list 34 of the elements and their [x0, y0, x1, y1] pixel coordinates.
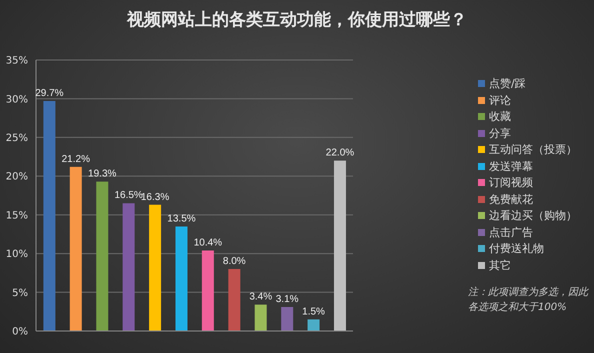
data-label: 16.3%	[140, 192, 170, 203]
y-tick-label: 25%	[6, 132, 28, 144]
y-tick-label: 30%	[6, 94, 28, 106]
legend-label: 评论	[489, 94, 511, 106]
data-label: 8.0%	[222, 256, 246, 268]
legend-label: 收藏	[489, 110, 511, 123]
data-label: 3.4%	[249, 292, 272, 303]
legend-label: 分享	[489, 126, 511, 140]
data-label: 19.3%	[88, 168, 117, 180]
data-label: 10.4%	[194, 237, 222, 248]
data-label: 3.1%	[276, 294, 299, 305]
legend-label: 发送弹幕	[489, 160, 533, 172]
legend-label: 免费献花	[489, 192, 533, 206]
legend-label: 订阅视频	[489, 176, 533, 189]
y-tick-label: 35%	[6, 56, 28, 67]
legend-label: 其它	[489, 258, 511, 272]
legend-label: 点击广告	[489, 226, 533, 238]
data-label: 21.2%	[62, 154, 90, 165]
y-tick-label: 5%	[12, 288, 28, 299]
data-label: 16.5%	[114, 190, 143, 202]
data-label: 13.5%	[167, 213, 196, 224]
data-label: 29.7%	[35, 88, 64, 100]
data-label: 1.5%	[302, 306, 326, 318]
chart-title: 视频网站上的各类互动功能，你使用过哪些？	[126, 9, 468, 31]
legend-label: 付费送礼物	[489, 242, 544, 255]
legend-label: 点赞/踩	[489, 77, 526, 90]
y-tick-label: 10%	[6, 249, 28, 260]
y-tick-label: 20%	[6, 172, 28, 183]
data-label: 22.0%	[326, 148, 354, 159]
legend-label: 互动问答（投票）	[489, 143, 577, 156]
text: 注：此项调查为多选，因此各选项之和大于100%	[468, 286, 588, 315]
legend-label: 边看边买（购物）	[489, 209, 577, 222]
y-tick-label: 15%	[6, 210, 28, 222]
y-tick-label: 0%	[12, 326, 28, 338]
